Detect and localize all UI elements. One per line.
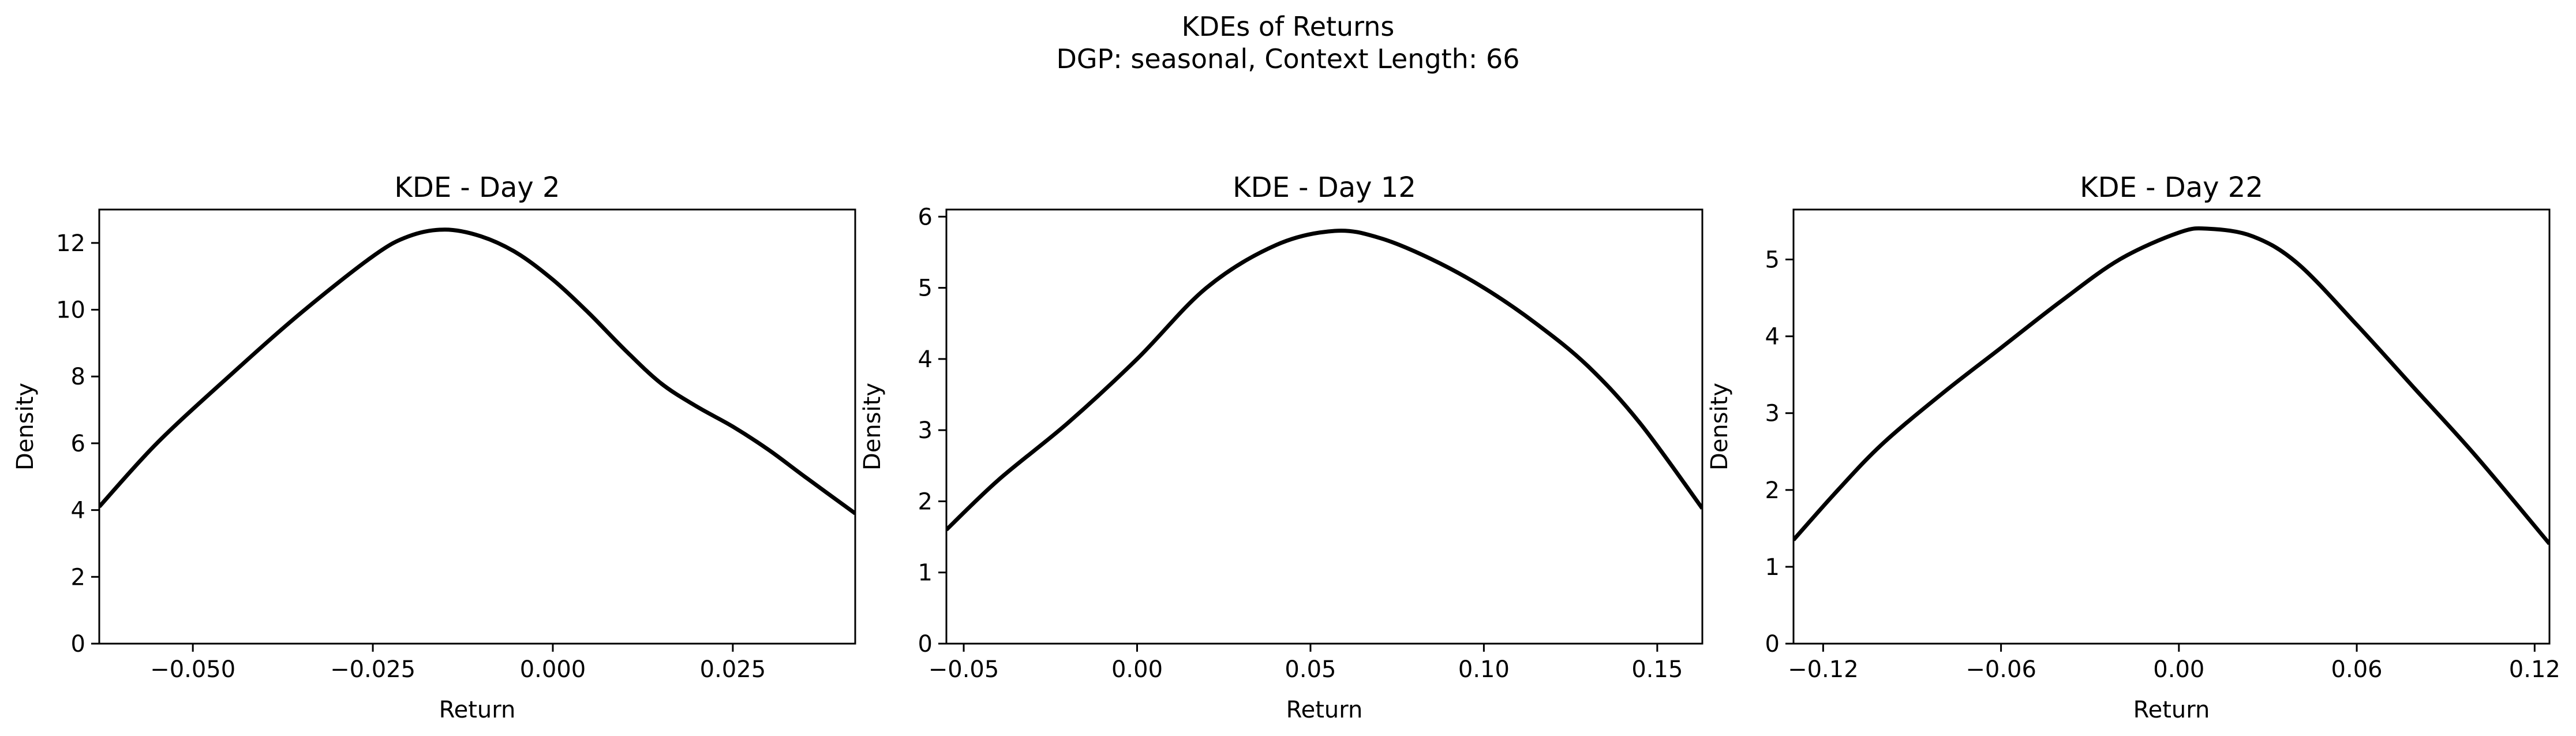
y-tick-label: 12 [56,230,85,257]
y-tick-label: 0 [918,631,933,657]
x-tick-label: 0.00 [1111,656,1163,683]
x-tick-label: 0.025 [700,656,766,683]
kde-curve [946,229,1702,532]
y-tick-label: 0 [1765,631,1780,657]
x-tick-label: −0.12 [1788,656,1859,683]
y-tick-label: 2 [1765,477,1780,504]
x-tick-label: 0.12 [2509,656,2560,683]
y-tick-label: 1 [1765,554,1780,581]
x-tick-label: 0.05 [1285,656,1336,683]
subplot-title: KDE - Day 12 [1233,171,1416,204]
x-tick-label: 0.06 [2331,656,2383,683]
kde-panel-day-12: −0.05 0.00 0.05 0.10 0.15 0 1 2 3 4 5 6 KDE - Day 12… [859,171,1703,723]
y-tick-label: 4 [71,498,85,524]
y-tick-label: 4 [1765,324,1780,350]
y-tick-label: 2 [918,488,933,515]
x-tick-label: 0.00 [2153,656,2204,683]
x-tick-label: −0.05 [928,656,999,683]
x-tick-label: 0.15 [1631,656,1683,683]
axes-frame [98,208,856,645]
x-axis-label: Return [439,697,516,723]
subplot-title: KDE - Day 2 [394,171,560,204]
x-tick-label: 0.10 [1458,656,1510,683]
y-tick-label: 6 [71,431,85,457]
subplot-title: KDE - Day 22 [2080,171,2263,204]
figure-subtitle: DGP: seasonal, Context Length: 66 [1056,43,1519,74]
kde-panel-day-2: −0.050 −0.025 0.000 0.025 0 2 4 6 8 10 12 KDE - Day… [12,171,856,723]
kde-curve [99,227,855,515]
y-tick-label: 5 [1765,247,1780,274]
x-axis-label: Return [1286,697,1363,723]
y-tick-label: 4 [918,346,933,373]
y-tick-label: 0 [71,631,85,657]
y-tick-label: 1 [918,560,933,586]
y-tick-label: 6 [918,204,933,230]
x-axis-label: Return [2133,697,2210,723]
y-axis-label: Density [12,383,39,470]
axes-frame [1792,208,2551,645]
axes-frame [945,208,1703,645]
figure-title: KDEs of Returns [1182,11,1395,42]
y-tick-label: 3 [1765,401,1780,427]
x-tick-label: −0.06 [1965,656,2036,683]
y-axis-label: Density [1706,383,1733,470]
x-tick-label: −0.050 [150,656,235,683]
y-tick-label: 10 [56,297,85,324]
y-tick-label: 5 [918,275,933,302]
y-tick-label: 8 [71,364,85,390]
y-axis-label: Density [859,383,886,470]
x-tick-label: −0.025 [330,656,415,683]
y-tick-label: 3 [918,417,933,444]
kde-panel-day-22: −0.12 −0.06 0.00 0.06 0.12 0 1 2 3 4 5 KDE - Day 22… [1706,171,2560,723]
y-tick-label: 2 [71,564,85,591]
x-tick-label: 0.000 [520,656,586,683]
kde-curve [1794,226,2549,546]
